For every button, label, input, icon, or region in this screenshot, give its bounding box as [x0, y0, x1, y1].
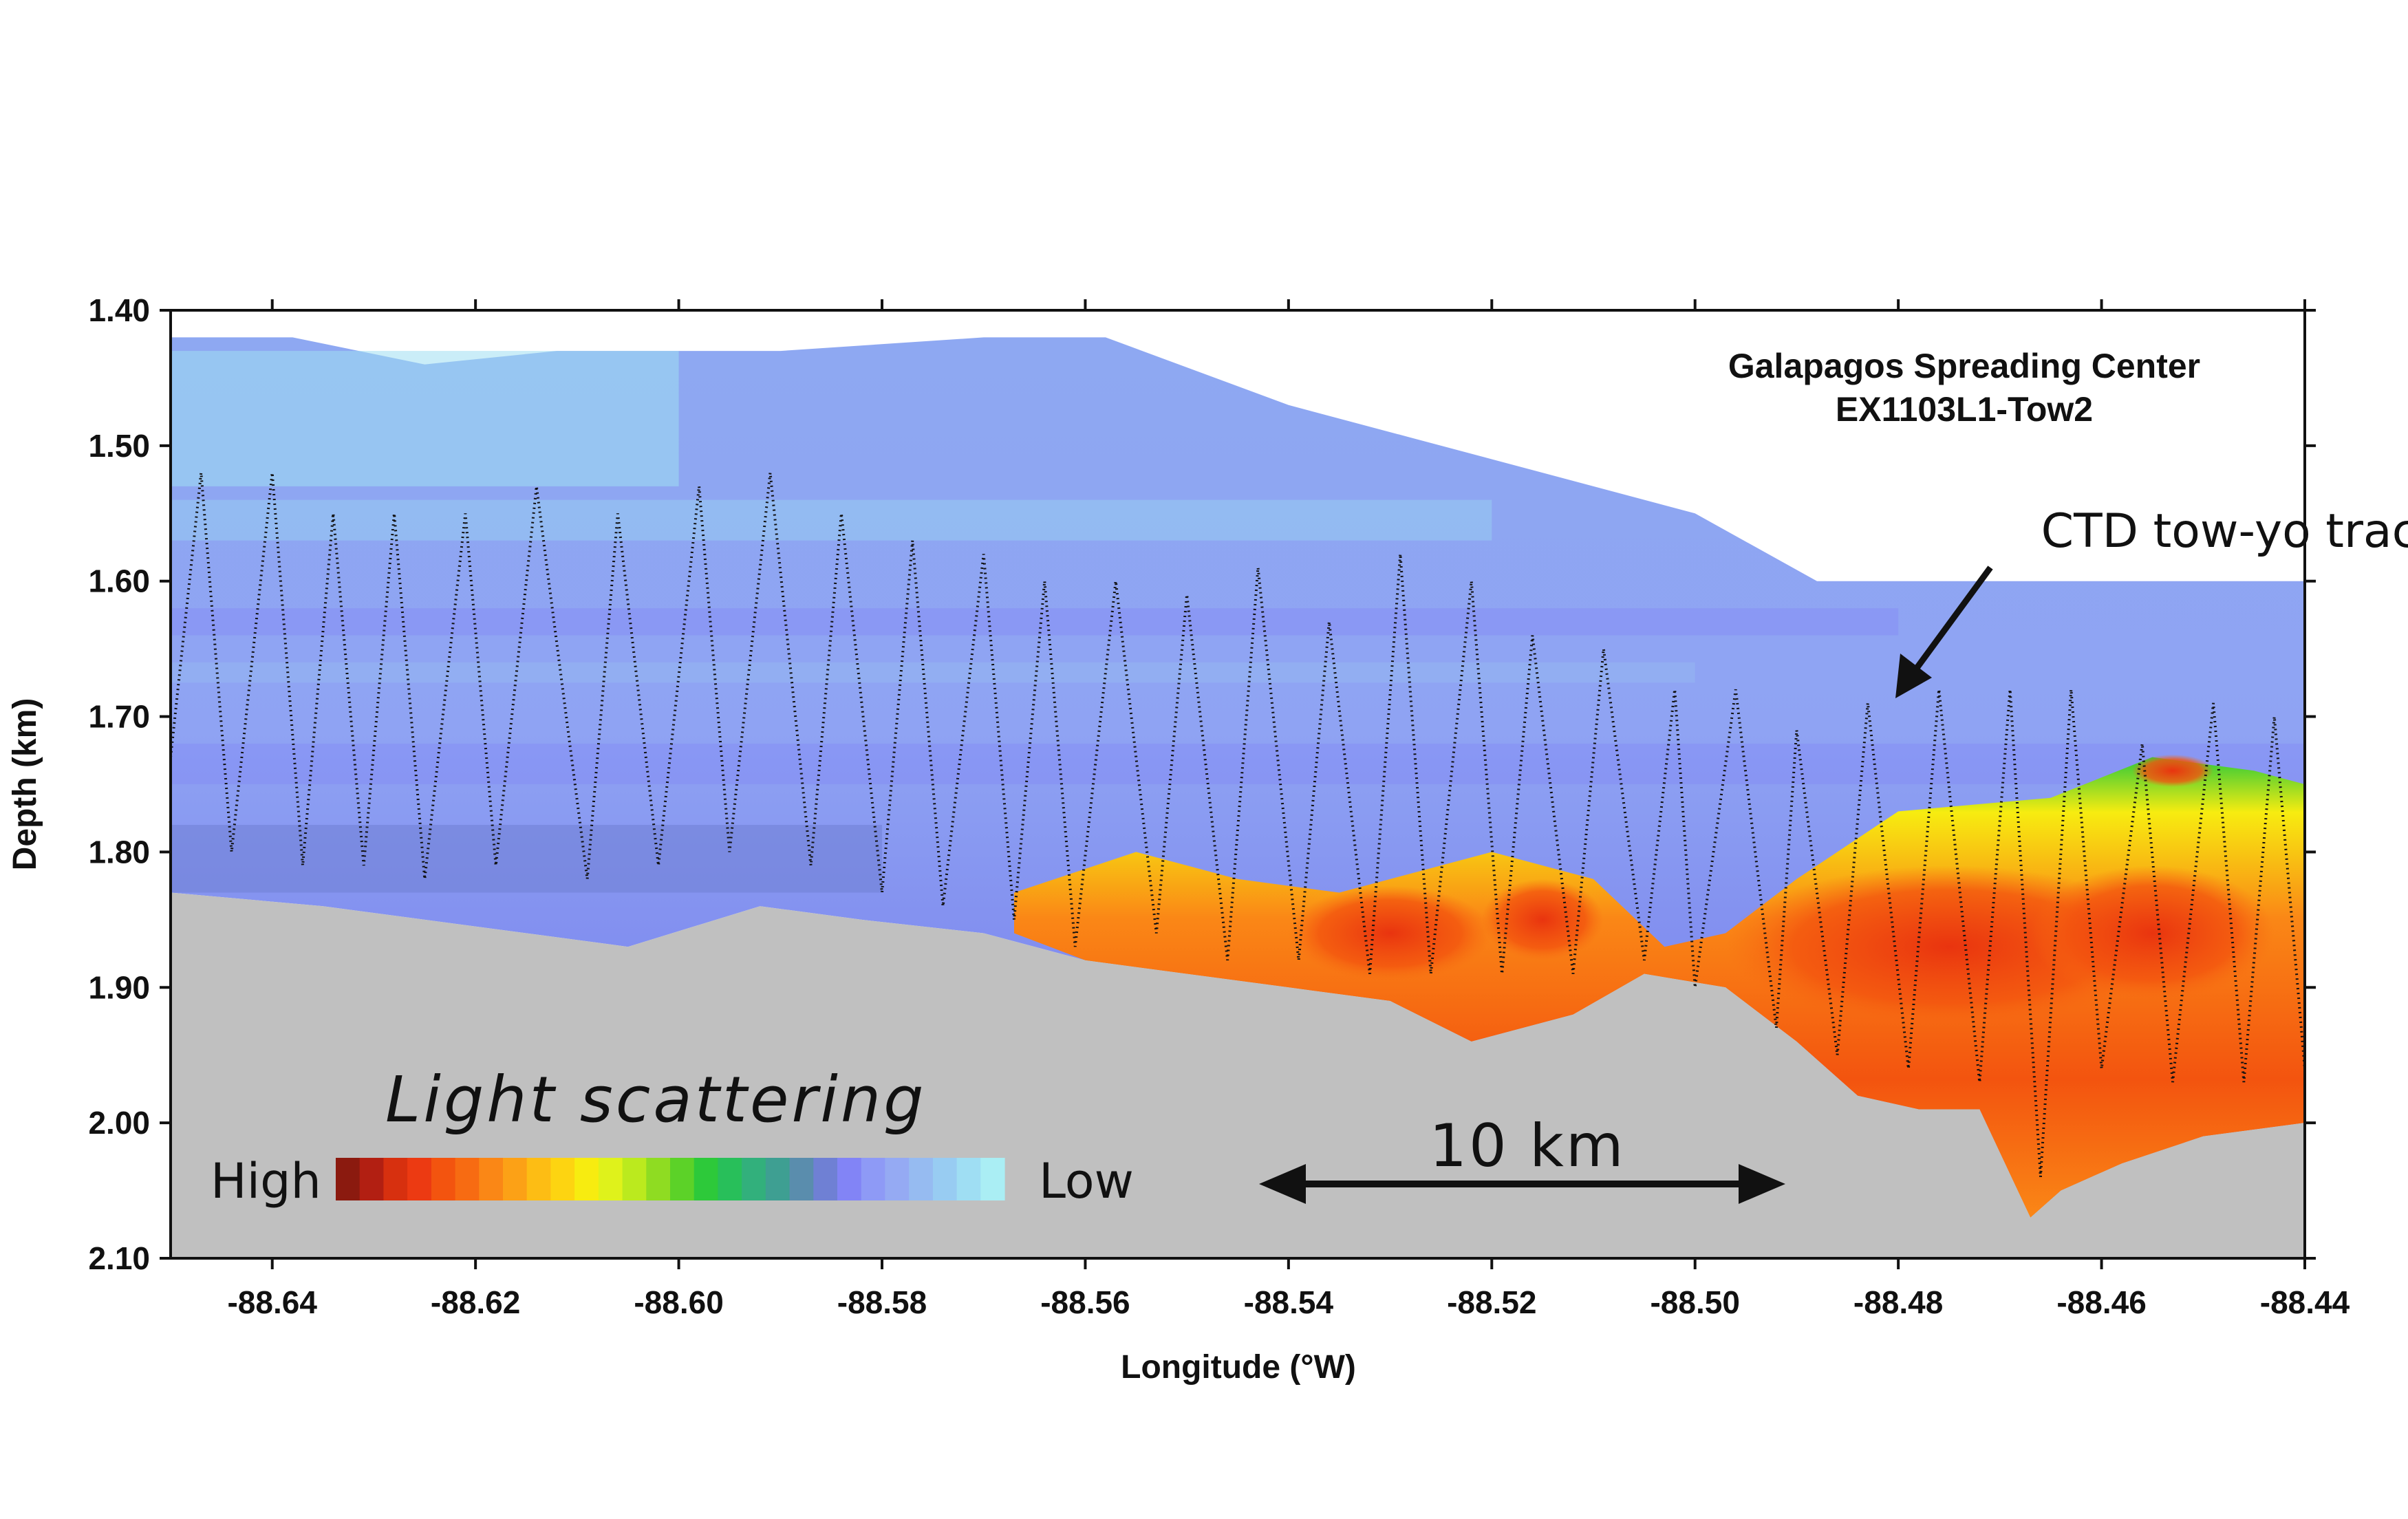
- track-annotation-label: CTD tow-yo track: [2041, 504, 2408, 559]
- legend-swatch: [932, 1158, 958, 1200]
- y-tick-label: 1.40: [88, 292, 150, 328]
- x-tick-label: -88.64: [227, 1284, 317, 1320]
- plume-hotspot: [2030, 865, 2275, 1001]
- legend-swatch: [479, 1158, 504, 1200]
- y-axis-title: Depth (km): [7, 698, 43, 871]
- legend-swatch: [336, 1158, 361, 1200]
- scattering-band: [171, 351, 679, 486]
- legend-color-scale: [336, 1158, 1005, 1200]
- plume-hotspot: [1481, 879, 1604, 960]
- legend-swatch: [383, 1158, 408, 1200]
- scale-bar-arrow: [1259, 1164, 1785, 1204]
- legend-swatch: [646, 1158, 671, 1200]
- x-tick-label: -88.54: [1244, 1284, 1334, 1320]
- legend-swatch: [550, 1158, 575, 1200]
- y-tick-label: 2.00: [88, 1105, 150, 1141]
- x-tick-label: -88.62: [431, 1284, 520, 1320]
- legend-swatch: [694, 1158, 718, 1200]
- plume-hotspots: [1288, 754, 2275, 1028]
- legend-swatch: [407, 1158, 432, 1200]
- chart-title-line-2: EX1103L1-Tow2: [1836, 390, 2093, 429]
- x-axis: -88.64 -88.62 -88.60 -88.58 -88.56 -88.54 -88.…: [227, 299, 2350, 1320]
- legend-swatch: [598, 1158, 623, 1200]
- x-tick-label: -88.56: [1040, 1284, 1130, 1320]
- legend-high-label: High: [211, 1153, 321, 1209]
- legend-swatch: [789, 1158, 814, 1200]
- plot-area: [171, 337, 2305, 1258]
- y-tick-label: 1.70: [88, 699, 150, 735]
- x-tick-label: -88.48: [1853, 1284, 1943, 1320]
- legend-swatch: [813, 1158, 838, 1200]
- plume-hotspot: [2131, 754, 2214, 787]
- plot-frame: [169, 309, 2306, 1260]
- y-tick-label: 1.90: [88, 969, 150, 1005]
- x-tick-label: -88.60: [634, 1284, 723, 1320]
- scattering-band: [171, 499, 1492, 541]
- chart-title-line-1: Galapagos Spreading Center: [1728, 347, 2200, 385]
- x-axis-title: Longitude (°W): [1121, 1349, 1356, 1386]
- background-scattering-bands: [171, 351, 2305, 893]
- scattering-band: [171, 825, 882, 893]
- legend-swatch: [670, 1158, 695, 1200]
- legend-swatch: [909, 1158, 934, 1200]
- x-tick-label: -88.50: [1650, 1284, 1739, 1320]
- scattering-band: [171, 608, 1899, 636]
- legend-swatch: [526, 1158, 551, 1200]
- legend-title: Light scattering: [385, 1063, 927, 1136]
- legend-swatch: [455, 1158, 480, 1200]
- legend-swatch: [742, 1158, 766, 1200]
- scattering-band: [171, 662, 1695, 683]
- track-annotation-arrow: [1895, 565, 1993, 698]
- x-tick-label: -88.44: [2260, 1284, 2350, 1320]
- legend-swatch: [765, 1158, 791, 1200]
- y-tick-label: 1.60: [88, 563, 150, 599]
- legend-swatch: [574, 1158, 599, 1200]
- x-tick-label: -88.46: [2056, 1284, 2146, 1320]
- y-axis: 1.40 1.50 1.60 1.70 1.80 1.90 2.00 2.10: [88, 292, 2316, 1276]
- legend-swatch: [503, 1158, 528, 1200]
- x-tick-label: -88.58: [837, 1284, 927, 1320]
- legend-swatch: [622, 1158, 647, 1200]
- legend-swatch: [885, 1158, 910, 1200]
- legend-swatch: [431, 1158, 456, 1200]
- y-tick-label: 1.80: [88, 834, 150, 870]
- y-tick-label: 2.10: [88, 1240, 150, 1276]
- plume-hotspot: [1288, 885, 1492, 981]
- legend-swatch: [718, 1158, 742, 1200]
- x-tick-label: -88.52: [1447, 1284, 1536, 1320]
- scattering-band: [171, 743, 2305, 784]
- legend-swatch: [980, 1158, 1005, 1200]
- legend-swatch: [861, 1158, 885, 1200]
- scale-bar-label: 10 km: [1429, 1112, 1625, 1181]
- legend-low-label: Low: [1039, 1153, 1134, 1209]
- legend-swatch: [837, 1158, 862, 1200]
- legend-swatch: [359, 1158, 384, 1200]
- y-tick-label: 1.50: [88, 428, 150, 464]
- legend-swatch: [956, 1158, 981, 1200]
